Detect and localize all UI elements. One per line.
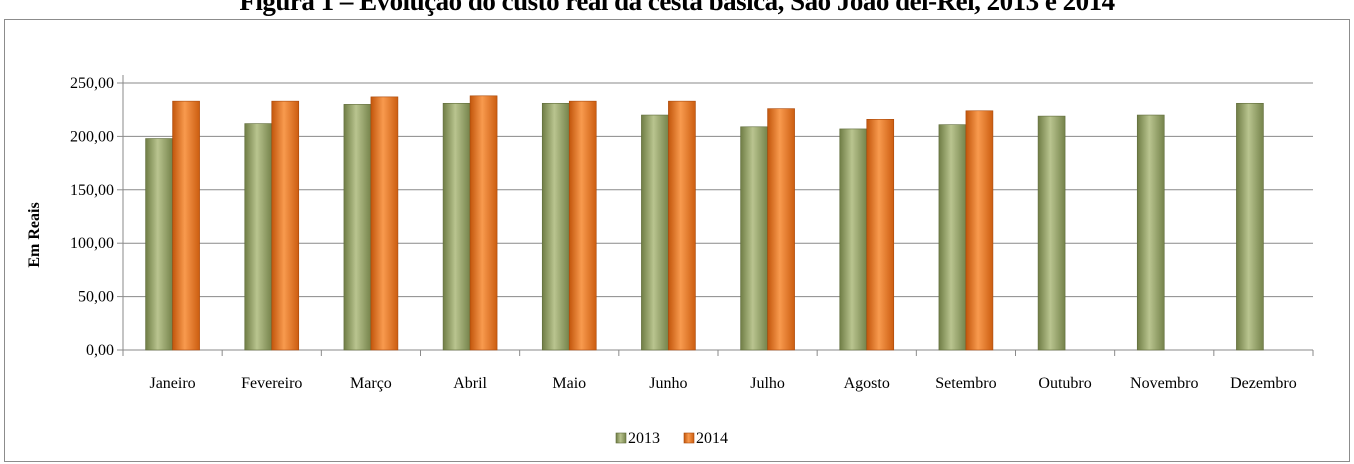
gridlines — [117, 82, 1313, 351]
x-tick-label: Outubro — [1038, 375, 1091, 392]
x-tick-label: Agosto — [844, 375, 890, 392]
x-tick-label: Março — [350, 375, 392, 392]
x-tick-label: Abril — [453, 375, 487, 392]
axes — [122, 75, 1314, 356]
legend-label-2014: 2014 — [696, 430, 728, 447]
y-tick-label: 150,00 — [70, 182, 114, 199]
x-tick-label: Junho — [649, 375, 687, 392]
legend-label-2013: 2013 — [628, 430, 660, 447]
bar-2014-Julho — [767, 108, 795, 351]
bar-2013-Outubro — [1037, 115, 1066, 351]
y-tick-label: 200,00 — [70, 128, 114, 145]
bar-2013-Dezembro — [1236, 102, 1264, 351]
legend-swatch-2014 — [683, 432, 695, 444]
x-tick-label: Fevereiro — [241, 375, 302, 392]
legend-swatch-2013 — [615, 432, 627, 444]
y-tick-label: 250,00 — [70, 75, 114, 92]
bar-2013-Novembro — [1136, 114, 1165, 351]
legend: 2013 2014 — [615, 430, 728, 447]
bar-2014-Abril — [469, 95, 498, 351]
bar-2014-Janeiro — [172, 100, 200, 351]
bar-2014-Setembro — [965, 110, 994, 351]
bar-2014-Junho — [668, 100, 696, 351]
y-tick-labels: 0,00 50,00 100,00 150,00 200,00 250,00 — [70, 75, 114, 359]
y-axis-title: Em Reais — [26, 202, 43, 267]
x-tick-label: Janeiro — [149, 375, 195, 392]
bar-2014-Fevereiro — [271, 100, 300, 351]
bar-chart: 0,00 50,00 100,00 150,00 200,00 250,00 Janeir… — [26, 75, 1314, 447]
bar-2013-Setembro — [938, 124, 967, 351]
y-tick-label: 0,00 — [86, 342, 114, 359]
bar-2014-Agosto — [866, 119, 895, 351]
bar-2014-Maio — [568, 100, 597, 351]
y-tick-label: 50,00 — [78, 289, 114, 306]
x-tick-labels: Janeiro Fevereiro Março Abril Maio Junho Julho… — [149, 375, 1296, 392]
x-tick-label: Dezembro — [1230, 375, 1297, 392]
x-tick-label: Julho — [750, 375, 785, 392]
bar-2013-Janeiro — [145, 138, 173, 351]
x-tick-label: Novembro — [1130, 375, 1198, 392]
bar-2013-Junho — [641, 114, 669, 351]
bars — [145, 95, 1264, 351]
y-tick-label: 100,00 — [70, 235, 114, 252]
bar-2013-Fevereiro — [244, 123, 273, 351]
bar-2014-Março — [370, 96, 399, 351]
chart-title: Figura 1 – Evolução do custo real da ces… — [239, 0, 1115, 16]
bar-2013-Agosto — [839, 128, 868, 351]
bar-2013-Maio — [541, 102, 570, 351]
bar-2013-Julho — [740, 126, 768, 351]
x-tick-label: Maio — [552, 375, 586, 392]
chart-frame: 0,00 50,00 100,00 150,00 200,00 250,00 Janeir… — [4, 19, 1350, 462]
bar-2013-Março — [343, 104, 372, 351]
bar-2013-Abril — [442, 102, 471, 351]
x-tick-label: Setembro — [935, 375, 996, 392]
